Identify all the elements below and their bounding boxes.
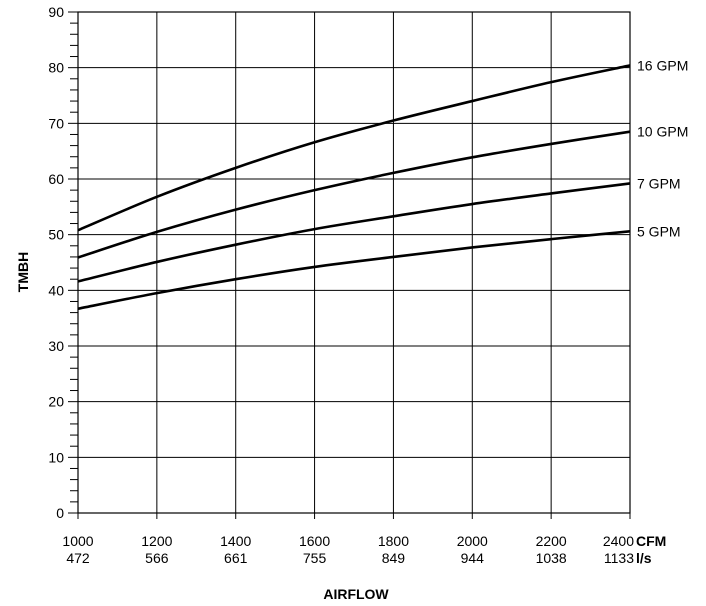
x-axis-title: AIRFLOW — [323, 586, 389, 602]
y-tick-label: 60 — [48, 171, 64, 187]
x-tick-label: 2200 — [536, 533, 567, 549]
x-tick-label: 2000 — [457, 533, 488, 549]
x-tick-label: 1800 — [378, 533, 409, 549]
x-tick-label: 1000 — [62, 533, 93, 549]
y-tick-labels: 0 10 20 30 40 50 60 70 80 90 — [48, 4, 64, 521]
series-line-16-gpm — [77, 64, 631, 232]
series-label-10-gpm: 10 GPM — [637, 124, 688, 140]
x-tick-label-secondary: 1133 — [604, 550, 634, 566]
x-tick-label-secondary: 755 — [303, 550, 327, 566]
x-tick-label-secondary: 849 — [382, 550, 406, 566]
series-label-5-gpm: 5 GPM — [637, 223, 681, 239]
y-tick-label: 30 — [48, 338, 64, 354]
x-tick-labels-secondary: 472 566 661 755 849 944 1038 1133 — [66, 550, 634, 566]
y-tick-label: 80 — [48, 60, 64, 76]
y-tick-label: 90 — [48, 4, 64, 20]
y-tick-label: 50 — [48, 227, 64, 243]
x-tick-label: 1400 — [220, 533, 251, 549]
x-tick-label-secondary: 944 — [461, 550, 485, 566]
series-label-16-gpm: 16 GPM — [637, 57, 688, 73]
x-tick-label-secondary: 661 — [224, 550, 248, 566]
x-tick-label-secondary: 1038 — [536, 550, 567, 566]
series-lines — [77, 64, 631, 310]
series-labels: 16 GPM 10 GPM 7 GPM 5 GPM — [637, 57, 688, 239]
series-line-10-gpm — [77, 130, 631, 259]
x-unit-primary: CFM — [636, 533, 666, 549]
minor-ticks — [68, 11, 631, 519]
series-line-7-gpm — [77, 182, 631, 283]
plot-frame — [77, 11, 631, 514]
x-tick-label: 2400 — [603, 533, 634, 549]
x-tick-label: 1600 — [299, 533, 330, 549]
series-line-5-gpm — [77, 230, 631, 310]
series-label-7-gpm: 7 GPM — [637, 175, 681, 191]
x-tick-label-secondary: 472 — [66, 550, 90, 566]
y-tick-label: 40 — [48, 282, 64, 298]
x-tick-label: 1200 — [141, 533, 172, 549]
x-tick-label-secondary: 566 — [145, 550, 169, 566]
y-tick-label: 0 — [56, 505, 64, 521]
y-tick-label: 70 — [48, 115, 64, 131]
y-tick-label: 20 — [48, 394, 64, 410]
x-tick-labels: 1000 1200 1400 1600 1800 2000 2200 2400 — [62, 533, 634, 549]
y-axis-title: TMBH — [15, 252, 31, 292]
x-unit-secondary: l/s — [636, 550, 652, 566]
y-tick-label: 10 — [48, 449, 64, 465]
